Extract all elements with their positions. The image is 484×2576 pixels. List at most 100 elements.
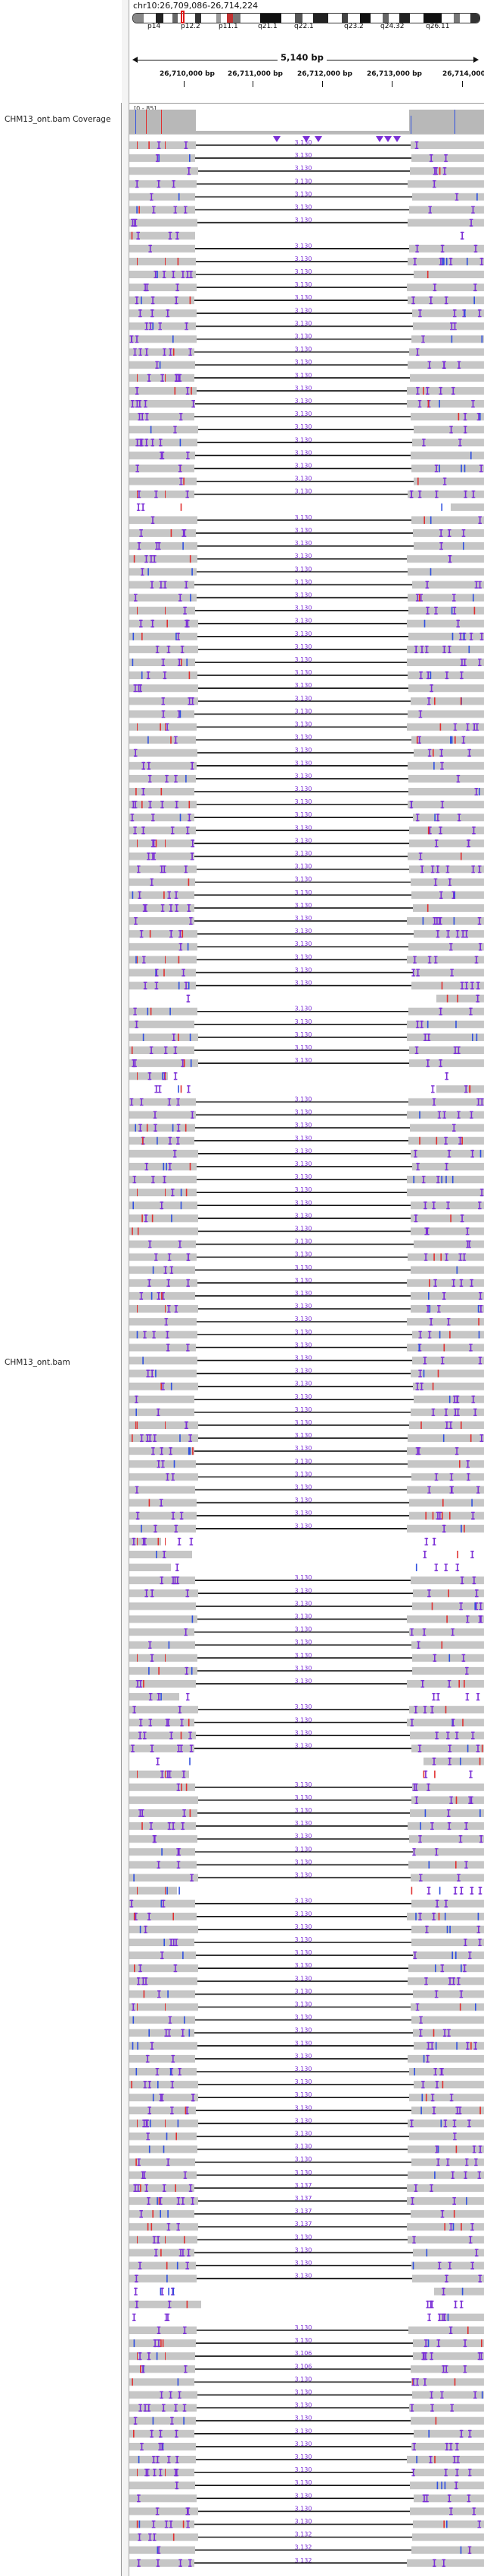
mismatch-mark [165,606,166,615]
insertion-cap [453,1886,458,1888]
junction-count: 3,130 [295,1341,312,1348]
insertion-cap [449,2223,453,2224]
read-block [129,1628,194,1636]
insertion-mark [453,891,455,899]
coverage-track-label[interactable]: CHM13_ont.bam Coverage [5,115,111,124]
insertion-cap [174,774,178,777]
insertion-cap [147,1919,151,1920]
insertion-cap [181,2029,185,2031]
insertion-cap [448,257,453,259]
mismatch-mark [152,2094,154,2102]
junction-count: 3,130 [295,191,312,197]
insertion-mark [157,2507,158,2516]
insertion-cap [436,2345,441,2348]
insertion-cap [439,749,443,751]
insertion-mark [450,257,451,265]
read-block [410,167,484,175]
insertion-mark [436,839,437,848]
insertion-cap [135,386,139,389]
insertion-mark [479,659,481,667]
insertion-mark [439,386,442,395]
insertion-cap [439,923,442,925]
insertion-cap [471,1402,476,1403]
read-block [129,1615,197,1623]
mismatch-mark [137,606,138,615]
insertion-mark [447,930,449,938]
insertion-cap [148,251,152,253]
insertion-mark [176,2481,178,2490]
insertion-mark [462,930,464,938]
insertion-cap [144,2190,148,2192]
read-block [414,2081,484,2089]
insertion-cap [157,1693,161,1694]
insertion-mark [448,1822,450,1830]
read-block [413,1848,484,1856]
read-block [408,671,484,680]
insertion-cap [134,923,138,925]
insertion-cap [133,832,137,835]
insertion-cap [135,464,139,466]
mismatch-mark [172,2533,175,2541]
mismatch-mark [160,1382,162,1390]
insertion-mark [413,2442,415,2450]
insertion-mark [141,568,144,576]
mismatch-mark [481,335,483,343]
insertion-cap [412,2442,416,2444]
insertion-cap [166,1473,169,1474]
mismatch-mark [436,2481,439,2490]
insertion-cap [445,2442,449,2444]
insertion-cap [416,386,420,389]
ruler-tick [322,81,323,87]
junction-count: 3,130 [295,1652,312,1659]
span-arrow-right-icon [473,57,479,63]
insertion-cap [133,1014,137,1015]
insertion-cap [427,1886,431,1888]
insertion-mark [470,1111,473,1119]
insertion-cap [448,1427,453,1429]
insertion-cap [129,342,134,343]
insertion-mark [134,348,136,356]
insertion-cap [153,561,157,563]
insertion-cap [133,690,138,693]
insertion-mark [460,1602,462,1610]
coverage-track[interactable]: [0 - 85] [129,104,484,135]
insertion-mark [450,426,452,434]
insertion-cap [170,2113,174,2115]
insertion-mark [479,1886,481,1895]
insertion-cap [479,1440,484,1443]
mismatch-mark [132,891,134,899]
insertion-cap [166,309,170,311]
insertion-cap [414,1046,419,1048]
chromosome-ideogram[interactable] [132,13,480,23]
read-block [129,1925,198,1933]
insertion-mark [139,1964,141,1973]
insertion-cap [176,1098,180,1099]
insertion-cap [185,386,190,389]
junction-count: 3,130 [295,915,312,922]
junction-count: 3,130 [295,333,312,340]
ruler-label: 26,713,000 bp [367,70,422,78]
insertion-cap [424,1544,429,1545]
insertion-cap [169,1731,173,1733]
insertion-cap [161,1389,165,1390]
insertion-cap [417,406,422,408]
insertion-cap [415,820,420,822]
insertion-mark [433,917,436,925]
junction-count: 3,130 [295,398,312,405]
alignment-track-label[interactable]: CHM13_ont.bam [5,1358,70,1367]
junction-count: 3,130 [295,1199,312,1206]
junction-count: 3,130 [295,178,312,184]
data-panel[interactable]: [0 - 85] 3,130 3,130 3,130 3,130 3,130 3,130 3… [129,104,484,2576]
mismatch-mark [151,1214,154,1223]
insertion-cap [426,2061,430,2063]
insertion-mark [453,594,455,602]
junction-count: 3,130 [295,1264,312,1271]
insertion-cap [422,2500,427,2503]
mismatch-mark [460,2546,462,2554]
insertion-mark [439,917,442,925]
junction-count: 3,130 [295,824,312,831]
alignment-track[interactable]: 3,130 3,130 3,130 3,130 3,130 3,130 3,130 3,130… [129,140,484,2576]
insertion-mark [439,1111,440,1119]
insertion-cap [450,322,454,324]
insertion-mark [442,2287,445,2295]
